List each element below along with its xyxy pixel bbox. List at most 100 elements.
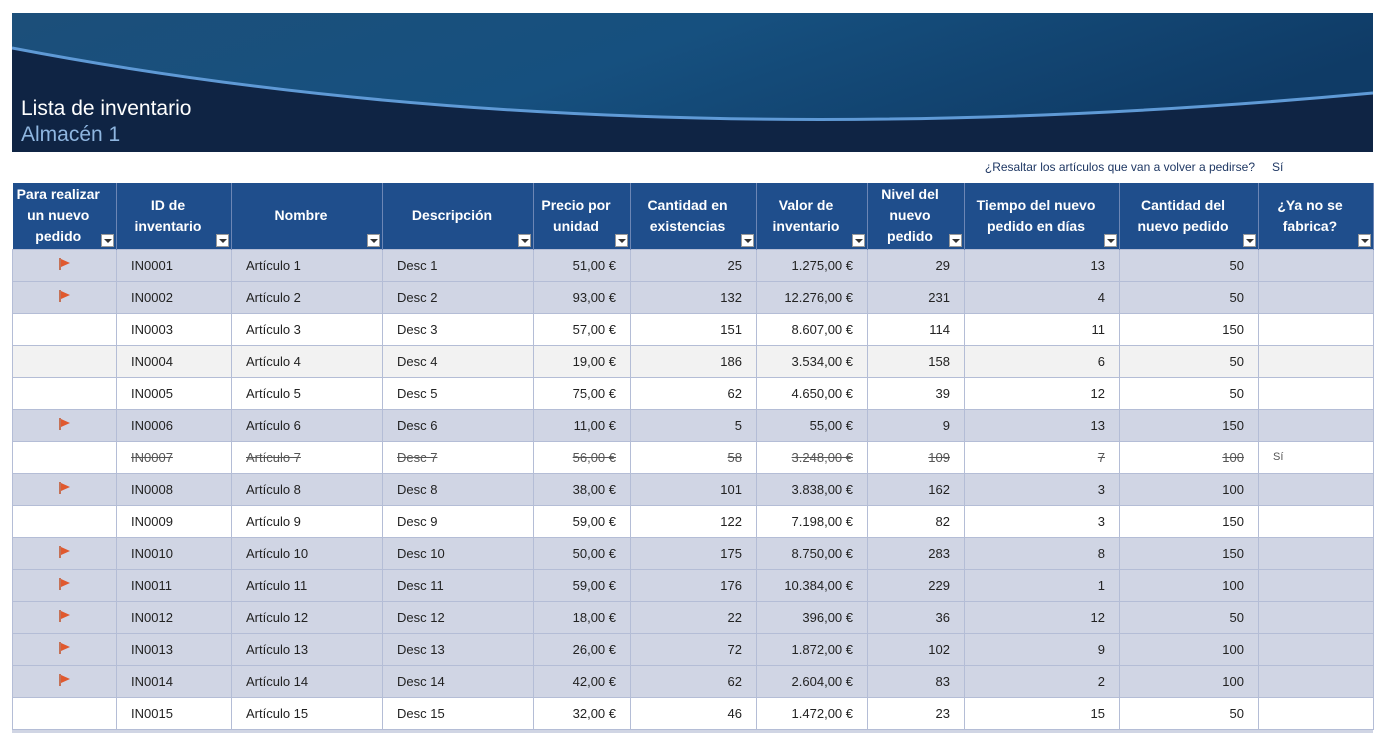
table-row: IN0005 Artículo 5 Desc 5 75,00 €62 4.650,00 … — [12, 376, 1374, 410]
table-cell: Artículo 4 — [231, 344, 383, 378]
table-cell: IN0010 — [116, 536, 232, 570]
header-text: Valor de inventario — [772, 196, 840, 234]
table-cell: Desc 6 — [382, 408, 534, 442]
discontinued-cell — [1258, 472, 1374, 506]
table-row: IN0003 Artículo 3 Desc 3 57,00 €151 8.607,00… — [12, 312, 1374, 346]
table-cell: 100 — [1119, 664, 1259, 698]
table-cell: Artículo 5 — [231, 376, 383, 410]
table-cell: 1.872,00 € — [756, 632, 868, 666]
table-cell: Desc 9 — [382, 504, 534, 538]
table-cell: Artículo 2 — [231, 280, 383, 314]
table-cell: 50,00 € — [533, 536, 631, 570]
table-cell: 50 — [1119, 280, 1259, 314]
table-cell: 8.607,00 € — [756, 312, 868, 346]
header-text: Cantidad en existencias — [647, 196, 728, 234]
table-cell: 25 — [630, 248, 757, 282]
flag-cell — [12, 312, 117, 346]
highlight-answer[interactable]: Sí — [1272, 160, 1284, 174]
header-text: Descripción — [411, 207, 493, 224]
discontinued-cell — [1258, 600, 1374, 634]
table-row: IN0001 Artículo 1 Desc 1 51,00 €25 1.275,00 … — [12, 248, 1374, 282]
table-row: IN0015 Artículo 15 Desc 15 32,00 €46 1.472,0… — [12, 696, 1374, 730]
table-cell: 36 — [867, 600, 965, 634]
filter-button[interactable] — [1243, 233, 1256, 247]
table-cell: 72 — [630, 632, 757, 666]
table-cell: 1.472,00 € — [756, 696, 868, 730]
table-cell: 4 — [964, 280, 1120, 314]
table-row: IN0009 Artículo 9 Desc 9 59,00 €122 7.198,00… — [12, 504, 1374, 538]
table-cell: 93,00 € — [533, 280, 631, 314]
table-cell: 12.276,00 € — [756, 280, 868, 314]
table-cell: 32,00 € — [533, 696, 631, 730]
filter-button[interactable] — [101, 233, 114, 247]
table-row: IN0011 Artículo 11 Desc 11 59,00 €176 10.384… — [12, 568, 1374, 602]
table-cell: 283 — [867, 536, 965, 570]
table-cell: 1.275,00 € — [756, 248, 868, 282]
table-cell: Artículo 10 — [231, 536, 383, 570]
subtitle: Almacén 1 — [21, 123, 120, 146]
filter-button[interactable] — [852, 233, 865, 247]
filter-button[interactable] — [1358, 233, 1371, 247]
header-text: Cantidad del nuevo pedido — [1137, 196, 1229, 234]
table-cell: 102 — [867, 632, 965, 666]
table-row: IN0012 Artículo 12 Desc 12 18,00 €22 396,00 … — [12, 600, 1374, 634]
table-cell: 100 — [1119, 472, 1259, 506]
filter-button[interactable] — [367, 233, 380, 247]
table-cell: 11,00 € — [533, 408, 631, 442]
table-cell: 15 — [964, 696, 1120, 730]
table-cell: 2 — [964, 664, 1120, 698]
table-cell: Artículo 8 — [231, 472, 383, 506]
table-cell: 3.534,00 € — [756, 344, 868, 378]
table-cell: 162 — [867, 472, 965, 506]
table-cell: Desc 3 — [382, 312, 534, 346]
table-cell: 50 — [1119, 248, 1259, 282]
column-header: Cantidad del nuevo pedido — [1119, 183, 1259, 249]
banner: Lista de inventario Almacén 1 — [12, 13, 1373, 152]
flag-cell — [12, 504, 117, 538]
discontinued-cell — [1258, 312, 1374, 346]
table-cell: 38,00 € — [533, 472, 631, 506]
table-cell: Desc 11 — [382, 568, 534, 602]
discontinued-cell — [1258, 376, 1374, 410]
table-cell: Desc 10 — [382, 536, 534, 570]
discontinued-cell — [1258, 504, 1374, 538]
flag-cell — [12, 600, 117, 634]
table-cell: 100 — [1119, 440, 1259, 474]
column-header: Nombre — [231, 183, 383, 249]
table-cell: 50 — [1119, 344, 1259, 378]
filter-button[interactable] — [949, 233, 962, 247]
filter-button[interactable] — [518, 233, 531, 247]
filter-button[interactable] — [615, 233, 628, 247]
table-cell: IN0012 — [116, 600, 232, 634]
discontinued-cell — [1258, 280, 1374, 314]
discontinued-cell — [1258, 664, 1374, 698]
table-cell: 62 — [630, 664, 757, 698]
table-cell: 100 — [1119, 568, 1259, 602]
column-header: Nivel del nuevo pedido — [867, 183, 965, 249]
table-cell: 22 — [630, 600, 757, 634]
column-header: Precio por unidad — [533, 183, 631, 249]
filter-button[interactable] — [216, 233, 229, 247]
flag-cell — [12, 440, 117, 474]
table-cell: 18,00 € — [533, 600, 631, 634]
table-cell: IN0003 — [116, 312, 232, 346]
flag-icon — [58, 641, 70, 654]
table-cell: Artículo 11 — [231, 568, 383, 602]
table-cell: 3.248,00 € — [756, 440, 868, 474]
table-cell: 3 — [964, 504, 1120, 538]
flag-cell — [12, 408, 117, 442]
table-cell: 396,00 € — [756, 600, 868, 634]
table-cell: Desc 13 — [382, 632, 534, 666]
table-cell: 26,00 € — [533, 632, 631, 666]
table-cell: 4.650,00 € — [756, 376, 868, 410]
table-cell: 12 — [964, 600, 1120, 634]
table-cell: IN0013 — [116, 632, 232, 666]
discontinued-cell — [1258, 696, 1374, 730]
filter-button[interactable] — [741, 233, 754, 247]
table-cell: 8.750,00 € — [756, 536, 868, 570]
table-cell: 7.198,00 € — [756, 504, 868, 538]
filter-button[interactable] — [1104, 233, 1117, 247]
table-cell: 59,00 € — [533, 504, 631, 538]
table-cell: IN0007 — [116, 440, 232, 474]
